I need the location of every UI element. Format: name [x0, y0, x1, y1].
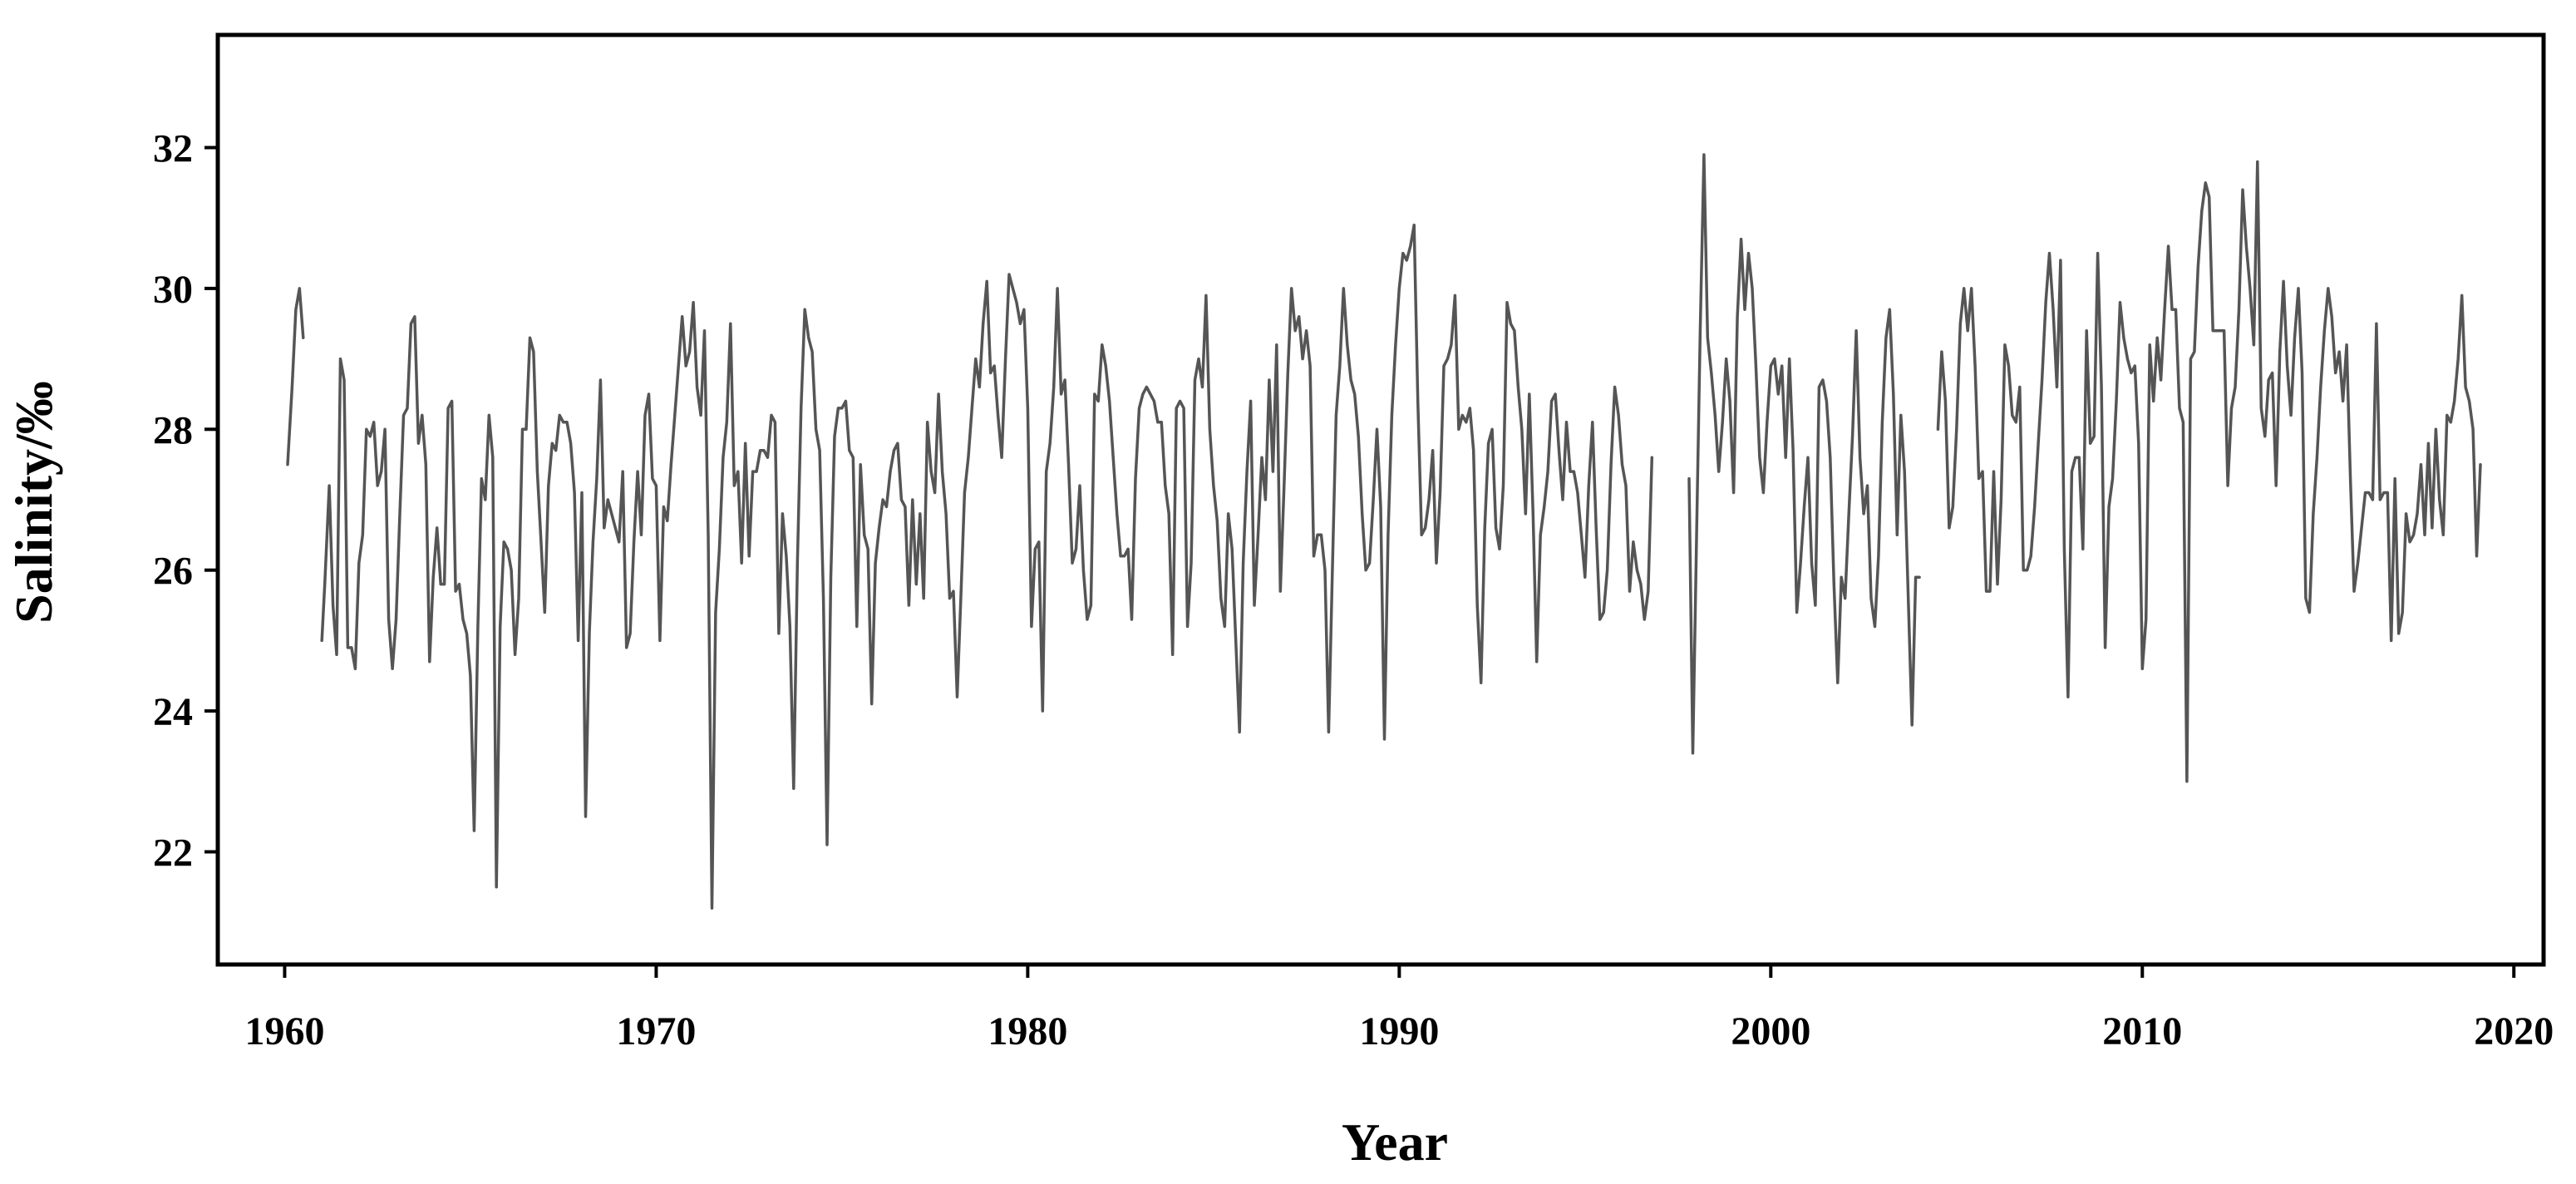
series-line — [1936, 160, 2482, 783]
x-tick-label: 2010 — [2102, 1009, 2182, 1053]
y-tick-label: 26 — [153, 550, 193, 594]
x-tick-label: 1960 — [244, 1009, 324, 1053]
y-axis: 22 24 26 28 30 32 — [153, 127, 218, 875]
y-axis-title: Salinity/‰ — [4, 381, 63, 624]
plot-frame — [215, 32, 2546, 967]
x-tick-label: 2000 — [1731, 1009, 1810, 1053]
y-tick-label: 24 — [153, 690, 193, 734]
y-tick-label: 22 — [153, 831, 193, 875]
x-axis-title: Year — [1342, 1112, 1448, 1172]
series-line — [1687, 153, 1921, 755]
series-line — [320, 223, 1654, 910]
y-tick-label: 30 — [153, 268, 193, 312]
series-line — [286, 287, 305, 466]
x-tick-label: 1990 — [1359, 1009, 1439, 1053]
x-axis: 1960 1970 1980 1990 2000 2010 2020 — [244, 964, 2554, 1053]
x-tick-label: 1970 — [616, 1009, 696, 1053]
x-tick-label: 1980 — [988, 1009, 1067, 1053]
x-tick-label: 2020 — [2474, 1009, 2554, 1053]
y-tick-label: 32 — [153, 127, 193, 171]
y-tick-label: 28 — [153, 408, 193, 452]
series-group — [286, 153, 2482, 910]
